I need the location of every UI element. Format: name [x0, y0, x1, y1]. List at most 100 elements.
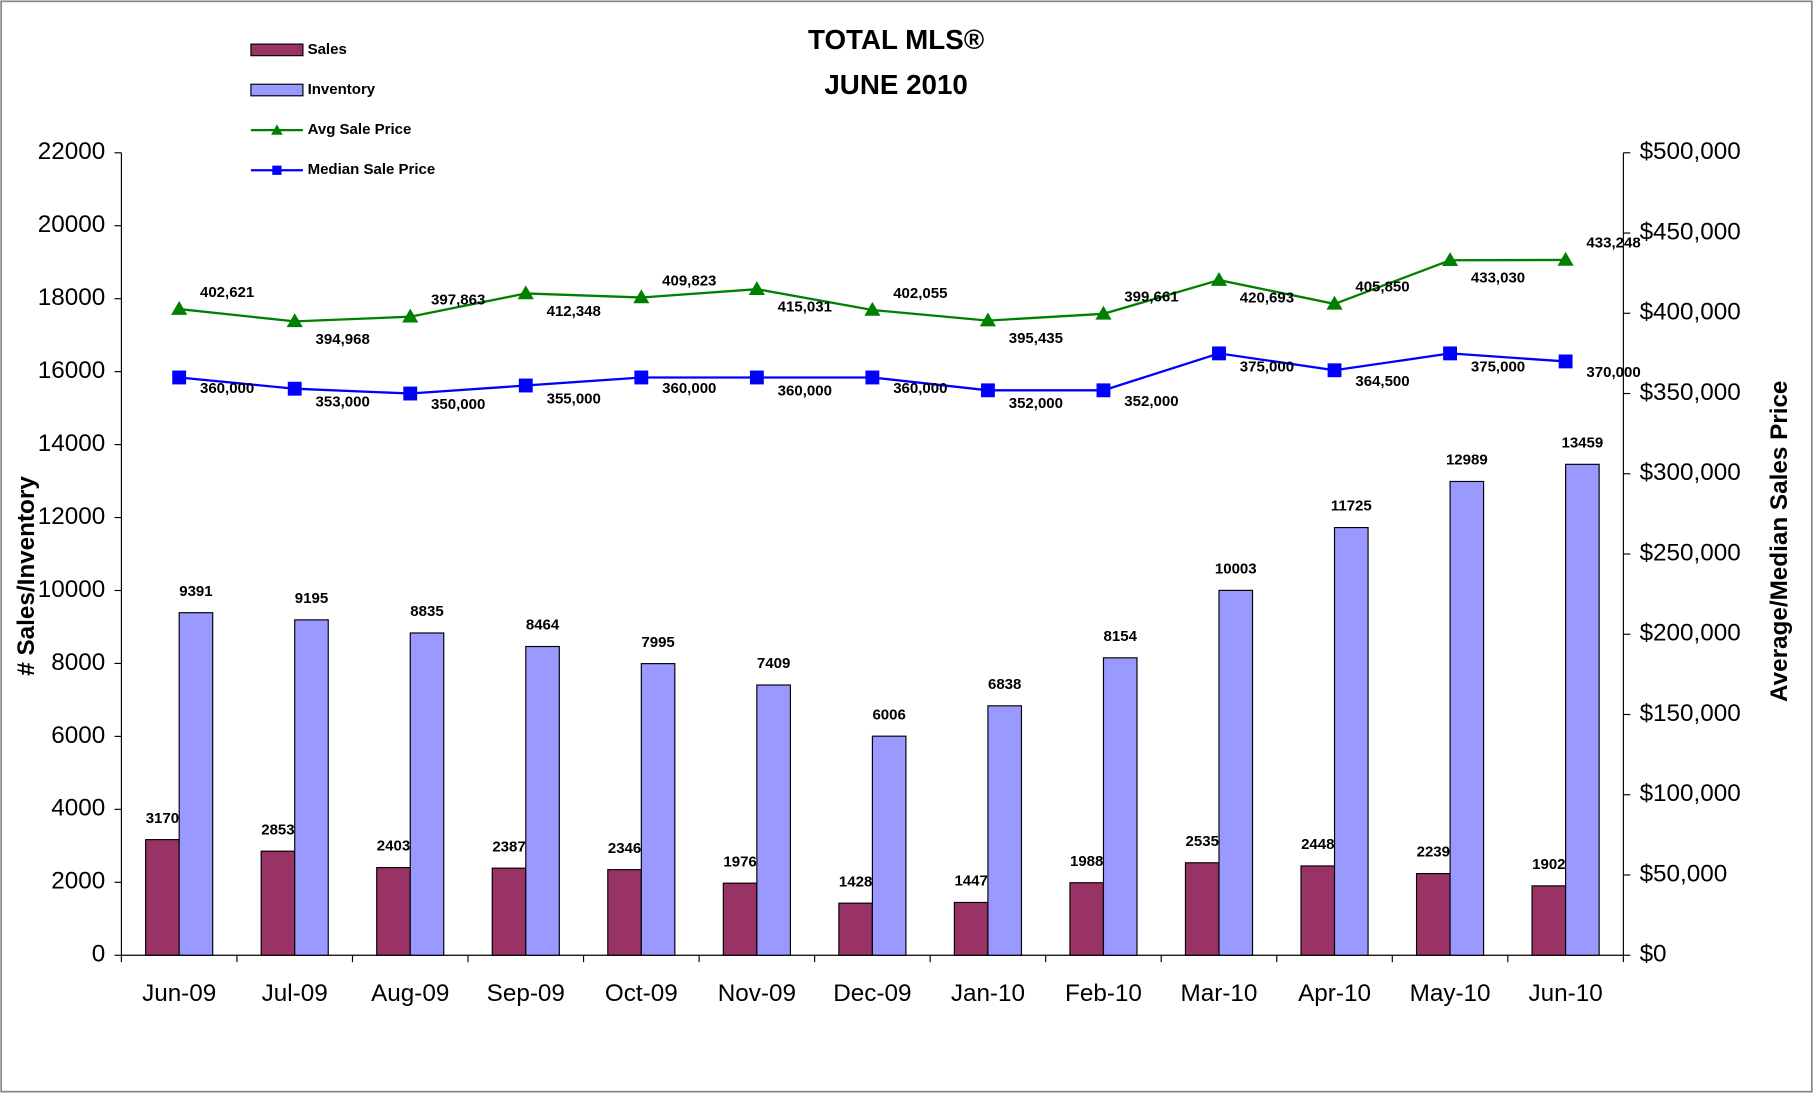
bar-value-label: 1976	[723, 853, 756, 870]
y2-tick-label: $400,000	[1640, 299, 1741, 326]
bar-value-label: 6838	[988, 676, 1021, 693]
line-value-label: 360,000	[893, 380, 947, 397]
bar-value-label: 6006	[872, 706, 905, 723]
line-value-label: 409,823	[662, 272, 716, 289]
marker	[172, 370, 187, 385]
bar	[525, 645, 560, 956]
y-tick-label: 2000	[51, 868, 105, 895]
bar	[491, 867, 527, 956]
line-value-label: 415,031	[778, 299, 832, 316]
y2-tick-label: $500,000	[1640, 138, 1741, 165]
x-tick-label: Mar-10	[1181, 980, 1258, 1007]
line-value-label: 353,000	[316, 394, 370, 411]
marker	[1443, 346, 1458, 361]
y2-tick-label: $150,000	[1640, 700, 1741, 727]
x-tick-label: Apr-10	[1298, 980, 1371, 1007]
marker	[287, 381, 302, 396]
marker	[1326, 295, 1343, 310]
line-value-label: 360,000	[778, 382, 832, 399]
x-tick-label: May-10	[1410, 980, 1491, 1007]
y-tick-label: 0	[92, 941, 106, 968]
y2-tick-label: $300,000	[1640, 459, 1741, 486]
y-tick-label: 8000	[51, 649, 105, 676]
marker	[1327, 363, 1342, 378]
y-tick-label: 12000	[38, 503, 105, 530]
line-value-label: 399,661	[1124, 289, 1178, 306]
marker	[864, 301, 881, 316]
line-value-label: 402,055	[893, 285, 947, 302]
x-tick-label: Sep-09	[487, 980, 565, 1007]
bar	[376, 867, 411, 956]
bar	[1531, 885, 1567, 956]
y-tick-label: 22000	[38, 138, 105, 165]
line-value-label: 360,000	[662, 380, 716, 397]
legend-swatch	[250, 83, 304, 97]
bar-value-label: 1447	[954, 873, 987, 890]
bar	[260, 850, 296, 956]
line-value-label: 395,435	[1009, 330, 1063, 347]
bar-value-label: 1902	[1532, 856, 1565, 873]
bar	[722, 882, 758, 956]
bar	[409, 632, 445, 956]
marker	[1557, 251, 1574, 266]
bar-value-label: 2239	[1417, 844, 1450, 861]
y2-tick-label: $250,000	[1640, 539, 1741, 566]
marker	[979, 312, 997, 327]
marker	[1210, 271, 1228, 286]
x-tick-label: Aug-09	[371, 980, 449, 1007]
bar-value-label: 2853	[261, 821, 294, 838]
bar-value-label: 3170	[146, 810, 179, 827]
bar-value-label: 7995	[641, 634, 674, 651]
line-value-label: 375,000	[1240, 358, 1294, 375]
line-value-label: 420,693	[1240, 290, 1294, 307]
y2-tick-label: $450,000	[1640, 218, 1741, 245]
line-value-label: 352,000	[1124, 393, 1178, 410]
marker	[402, 308, 419, 323]
marker	[1095, 305, 1112, 320]
line-value-label: 370,000	[1586, 364, 1640, 381]
bar-value-label: 7409	[757, 655, 790, 672]
y2-axis-title: Average/Median Sales Price	[1766, 381, 1793, 702]
bar	[1184, 862, 1220, 956]
bar-value-label: 2448	[1301, 836, 1334, 853]
bar-value-label: 10003	[1215, 561, 1257, 578]
bar	[756, 684, 791, 956]
y-tick-label: 6000	[51, 722, 105, 749]
y2-tick-label: $350,000	[1640, 379, 1741, 406]
line-value-label: 397,863	[431, 291, 485, 308]
y2-tick-label: $100,000	[1640, 780, 1741, 807]
y-tick-label: 4000	[51, 795, 105, 822]
marker	[171, 300, 188, 315]
marker	[633, 289, 650, 304]
bar-value-label: 9195	[295, 590, 328, 607]
bar	[987, 705, 1023, 956]
y-tick-label: 10000	[38, 576, 105, 603]
line-value-label: 360,000	[200, 380, 254, 397]
legend-label: Avg Sale Price	[308, 121, 412, 138]
line-value-label: 433,248	[1586, 235, 1640, 252]
marker	[403, 386, 418, 401]
bar-value-label: 8154	[1104, 628, 1138, 645]
y-tick-label: 16000	[38, 357, 105, 384]
line-value-label: 402,621	[200, 284, 254, 301]
line-value-label: 364,500	[1355, 373, 1409, 390]
marker	[1441, 252, 1459, 267]
x-tick-label: Feb-10	[1065, 980, 1142, 1007]
line-value-label: 405,850	[1355, 279, 1409, 296]
marker	[634, 370, 649, 385]
marker	[865, 370, 880, 385]
bar-value-label: 1428	[839, 873, 872, 890]
bar-value-label: 2535	[1186, 833, 1219, 850]
marker	[517, 285, 534, 300]
legend-swatch	[250, 43, 304, 57]
chart-title: TOTAL MLS®	[808, 24, 985, 55]
marker	[748, 281, 765, 295]
y-tick-label: 14000	[38, 430, 105, 457]
x-tick-label: Jun-10	[1529, 980, 1603, 1007]
x-tick-label: Nov-09	[718, 980, 796, 1007]
marker	[980, 383, 995, 398]
chart-subtitle: JUNE 2010	[824, 69, 967, 100]
line-value-label: 355,000	[547, 390, 601, 407]
legend-label: Median Sale Price	[308, 161, 436, 178]
